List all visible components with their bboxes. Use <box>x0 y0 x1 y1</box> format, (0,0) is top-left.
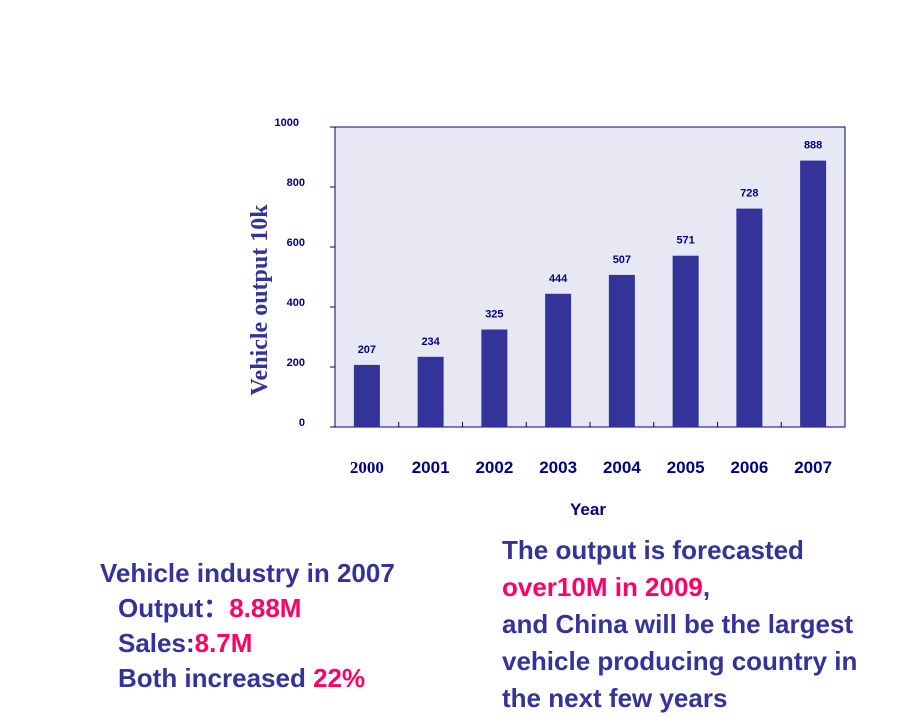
growth-line: Both increased 22% <box>100 661 395 696</box>
bar-chart: 207 234 325 444 507 571 728 888 0 200 400 600 800 10… <box>247 117 846 519</box>
plot-area <box>334 126 846 428</box>
growth-value: 22% <box>313 663 366 693</box>
y-tick-label: 1000 <box>275 117 299 129</box>
x-axis-title: Year <box>570 500 606 519</box>
y-tick-group: 0 200 400 600 800 1000 <box>275 117 335 429</box>
output-line: Output：8.88M <box>100 591 395 626</box>
y-tick-label: 200 <box>287 357 305 369</box>
x-tick-group: 2000 2001 2002 2003 2004 2005 2006 2007 <box>350 422 832 477</box>
bar-value-label: 728 <box>740 188 758 200</box>
sales-label: Sales: <box>118 628 195 658</box>
bar-2003 <box>545 293 572 427</box>
x-tick-label: 2002 <box>475 458 513 477</box>
y-tick-label: 400 <box>287 297 305 309</box>
bar-2002 <box>481 329 508 427</box>
bar-value-label: 507 <box>613 254 631 266</box>
bar-2006 <box>736 208 763 427</box>
bar-2005 <box>672 255 699 427</box>
bar-2000 <box>353 364 380 427</box>
forecast-text: The output is forecasted over10M in 2009… <box>502 532 857 717</box>
y-axis-title: Vehicle output 10k <box>247 204 273 396</box>
forecast-line-1: The output is forecasted <box>502 535 804 565</box>
x-tick-label: 2006 <box>730 458 768 477</box>
bar-value-label: 207 <box>358 344 376 356</box>
bar-value-label: 888 <box>804 140 822 152</box>
y-tick-label: 0 <box>299 417 305 429</box>
forecast-highlight: over10M in 2009 <box>502 572 703 602</box>
forecast-line-5: the next few years <box>502 683 728 713</box>
y-tick-label: 800 <box>287 177 305 189</box>
forecast-line-3: and China will be the largest <box>502 609 854 639</box>
x-tick-label: 2000 <box>350 458 384 477</box>
forecast-line-2: over10M in 2009, <box>502 569 857 606</box>
sales-value: 8.7M <box>194 628 253 658</box>
bar-value-label: 234 <box>421 336 440 348</box>
x-tick-label: 2005 <box>667 458 705 477</box>
output-value: 8.88M <box>229 593 302 623</box>
industry-summary: Vehicle industry in 2007 Output：8.88M Sa… <box>100 556 395 696</box>
bar-value-label: 571 <box>676 235 694 247</box>
bar-label-group: 207 234 325 444 507 571 728 888 <box>358 140 823 356</box>
bar-2007 <box>800 160 827 427</box>
x-tick-label: 2007 <box>794 458 832 477</box>
bar-2001 <box>417 356 444 427</box>
x-tick-label: 2001 <box>412 458 450 477</box>
x-tick-label: 2004 <box>603 458 641 477</box>
bar-value-label: 444 <box>549 273 568 285</box>
forecast-comma: , <box>702 572 711 602</box>
forecast-line-4: vehicle producing country in <box>502 646 858 676</box>
y-tick-label: 600 <box>287 237 305 249</box>
bar-value-label: 325 <box>485 309 503 321</box>
x-tick-label: 2003 <box>539 458 577 477</box>
growth-label: Both increased <box>118 663 314 693</box>
sales-line: Sales:8.7M <box>100 626 395 661</box>
bar-2004 <box>608 274 635 427</box>
output-label: Output： <box>118 593 230 623</box>
summary-heading: Vehicle industry in 2007 <box>100 558 395 588</box>
bar-group <box>353 160 827 427</box>
